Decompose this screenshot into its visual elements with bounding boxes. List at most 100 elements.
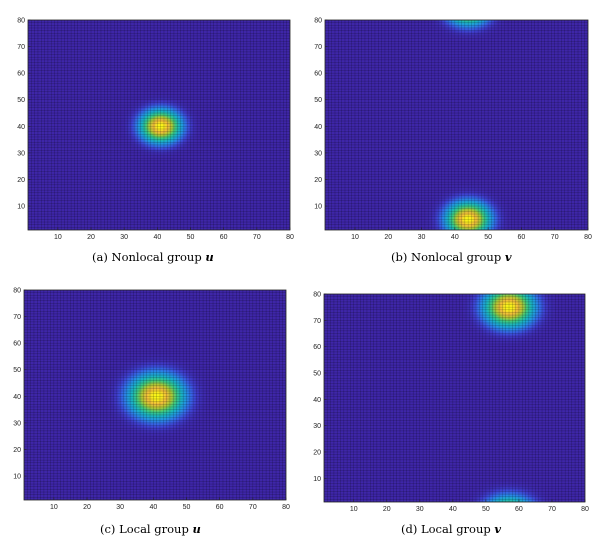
y-tick-label: 60 [313, 344, 321, 351]
caption-b-text: Nonlocal group [411, 250, 502, 264]
y-tick-label: 20 [313, 449, 321, 456]
caption-a-text: Nonlocal group [111, 250, 202, 264]
x-tick-label: 70 [253, 234, 261, 241]
caption-c-prefix: (c) [100, 522, 116, 536]
y-tick-label: 30 [13, 420, 21, 427]
x-tick-label: 80 [282, 504, 290, 511]
x-tick-label: 30 [116, 504, 124, 511]
y-tick-label: 60 [13, 341, 21, 348]
x-tick-label: 10 [351, 234, 359, 241]
caption-c-text: Local group [119, 522, 189, 536]
y-tick-label: 70 [13, 314, 21, 321]
heatmap-peak [423, 20, 514, 45]
x-tick-label: 70 [551, 234, 559, 241]
caption-c-variable: u [192, 522, 201, 536]
x-tick-label: 50 [484, 234, 492, 241]
x-tick-label: 10 [350, 506, 358, 513]
y-tick-label: 40 [313, 397, 321, 404]
heatmap-chart-c: 10 20 30 40 50 60 70 80 10 20 30 40 50 60 70 80 [13, 288, 290, 512]
x-tick-label: 60 [515, 506, 523, 513]
y-tick-label: 20 [314, 177, 322, 184]
heatmap-grid [28, 20, 290, 230]
x-tick-label: 10 [50, 504, 58, 511]
y-tick-label: 20 [17, 177, 25, 184]
y-tick-label: 80 [313, 292, 321, 299]
x-tick-label: 40 [149, 504, 157, 511]
caption-a: (a) Nonlocal group u [92, 250, 214, 264]
x-tick-label: 20 [384, 234, 392, 241]
plot-frame [324, 19, 589, 231]
heatmap-chart-d: 10 20 30 40 50 60 70 80 10 20 30 40 50 60 70 80 [313, 292, 589, 514]
heatmap-panel-a: 10 20 30 40 50 60 70 80 10 20 30 40 50 60 70 80 (a) Non… [0, 0, 300, 272]
y-tick-label: 10 [313, 476, 321, 483]
y-tick-label: 80 [17, 18, 25, 25]
x-tick-label: 50 [183, 504, 191, 511]
plot-frame [27, 19, 291, 231]
caption-d-variable: v [494, 522, 502, 536]
y-tick-label: 80 [314, 18, 322, 25]
x-tick-label: 40 [449, 506, 457, 513]
caption-a-prefix: (a) [92, 250, 108, 264]
x-tick-label: 80 [286, 234, 294, 241]
x-tick-label: 30 [120, 234, 128, 241]
y-tick-label: 10 [13, 474, 21, 481]
x-tick-label: 20 [383, 506, 391, 513]
y-tick-label: 40 [17, 124, 25, 131]
heatmap-grid [24, 290, 286, 500]
heatmap-peak [420, 181, 517, 230]
x-tick-label: 20 [87, 234, 95, 241]
y-tick-label: 50 [17, 97, 25, 104]
x-tick-label: 20 [83, 504, 91, 511]
heatmap-grid [324, 294, 585, 502]
y-tick-label: 70 [17, 44, 25, 51]
y-tick-label: 80 [13, 288, 21, 295]
y-tick-label: 50 [314, 97, 322, 104]
heatmap-peak [458, 474, 560, 502]
heatmap-grid [325, 20, 588, 230]
heatmap-panel-d: 10 20 30 40 50 60 70 80 10 20 30 40 50 60 70 80 (d) Loc… [305, 272, 605, 544]
heatmap-chart-b: 10 20 30 40 50 60 70 80 10 20 30 40 50 60 70 80 [314, 18, 592, 242]
caption-b-variable: v [504, 250, 512, 264]
x-tick-label: 10 [54, 234, 62, 241]
y-tick-label: 30 [17, 150, 25, 157]
y-tick-label: 60 [17, 71, 25, 78]
caption-d-prefix: (d) [401, 522, 418, 536]
x-tick-label: 60 [220, 234, 228, 241]
caption-d-text: Local group [421, 522, 491, 536]
y-tick-label: 70 [314, 44, 322, 51]
x-tick-label: 30 [416, 506, 424, 513]
y-tick-label: 20 [13, 447, 21, 454]
plot-frame [23, 289, 287, 501]
x-tick-label: 60 [216, 504, 224, 511]
heatmap-peak [454, 294, 564, 351]
x-tick-label: 50 [187, 234, 195, 241]
heatmap-peak [96, 348, 217, 445]
heatmap-chart-a: 10 20 30 40 50 60 70 80 10 20 30 40 50 60 70 80 [17, 18, 294, 242]
caption-b-prefix: (b) [391, 250, 408, 264]
x-tick-label: 70 [249, 504, 257, 511]
y-tick-label: 30 [314, 150, 322, 157]
y-tick-label: 60 [314, 71, 322, 78]
x-tick-label: 40 [153, 234, 161, 241]
caption-d: (d) Local group v [401, 522, 501, 536]
caption-a-variable: u [205, 250, 214, 264]
x-tick-label: 80 [584, 234, 592, 241]
heatmap-panel-c: 10 20 30 40 50 60 70 80 10 20 30 40 50 60 70 80 (c) Loc… [0, 272, 300, 544]
caption-c: (c) Local group u [100, 522, 201, 536]
heatmap-panel-b: 10 20 30 40 50 60 70 80 10 20 30 40 50 60 70 80 (b) Non… [305, 0, 605, 272]
y-tick-label: 30 [313, 423, 321, 430]
y-tick-label: 10 [17, 204, 25, 211]
y-tick-label: 40 [314, 124, 322, 131]
y-tick-label: 10 [314, 204, 322, 211]
x-tick-label: 80 [581, 506, 589, 513]
x-tick-label: 40 [451, 234, 459, 241]
y-tick-label: 50 [13, 367, 21, 374]
caption-b: (b) Nonlocal group v [391, 250, 512, 264]
y-tick-label: 40 [13, 394, 21, 401]
heatmap-peak [115, 90, 206, 163]
plot-frame [323, 293, 586, 503]
x-tick-label: 60 [518, 234, 526, 241]
y-tick-label: 70 [313, 318, 321, 325]
x-tick-label: 30 [418, 234, 426, 241]
x-tick-label: 50 [482, 506, 490, 513]
